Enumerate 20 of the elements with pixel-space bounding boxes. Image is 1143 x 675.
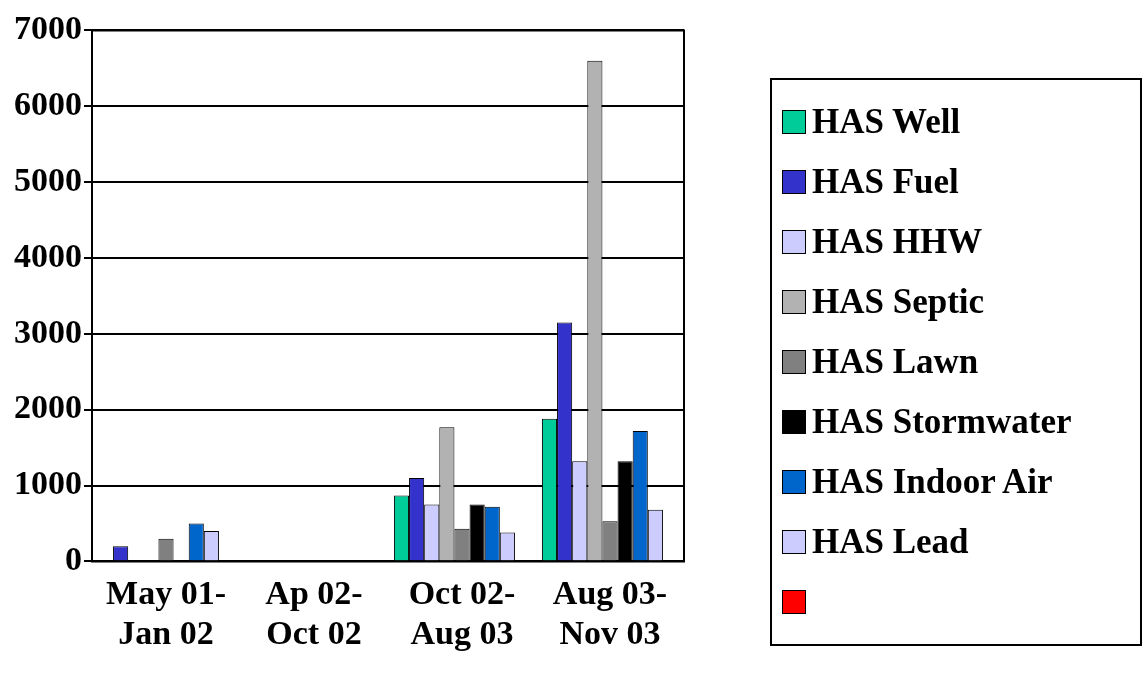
legend-label: HAS Fuel bbox=[812, 162, 959, 202]
y-tick-label: 1000 bbox=[14, 464, 82, 502]
y-tick-label: 5000 bbox=[14, 160, 82, 198]
legend-label: HAS HHW bbox=[812, 222, 983, 262]
legend-label: HAS Indoor Air bbox=[812, 462, 1053, 502]
legend-label: HAS Lawn bbox=[812, 342, 979, 382]
legend-label: HAS Septic bbox=[812, 282, 985, 322]
legend-label: HAS Lead bbox=[812, 522, 969, 562]
y-tick-label: 3000 bbox=[14, 312, 82, 350]
y-tick-label: 7000 bbox=[14, 9, 82, 47]
y-tick-label: 0 bbox=[65, 540, 82, 578]
y-tick-label: 4000 bbox=[14, 236, 82, 274]
y-tick-label: 2000 bbox=[14, 388, 82, 426]
x-tick-label: Ap 02-Oct 02 bbox=[265, 573, 363, 652]
x-tick-label: Aug 03-Nov 03 bbox=[552, 573, 668, 652]
legend-label: HAS Stormwater bbox=[812, 402, 1072, 442]
y-tick-label: 6000 bbox=[14, 85, 82, 123]
legend-label: HAS Well bbox=[812, 102, 961, 142]
x-tick-label: May 01-Jan 02 bbox=[106, 573, 226, 652]
x-tick-label: Oct 02-Aug 03 bbox=[408, 573, 516, 652]
